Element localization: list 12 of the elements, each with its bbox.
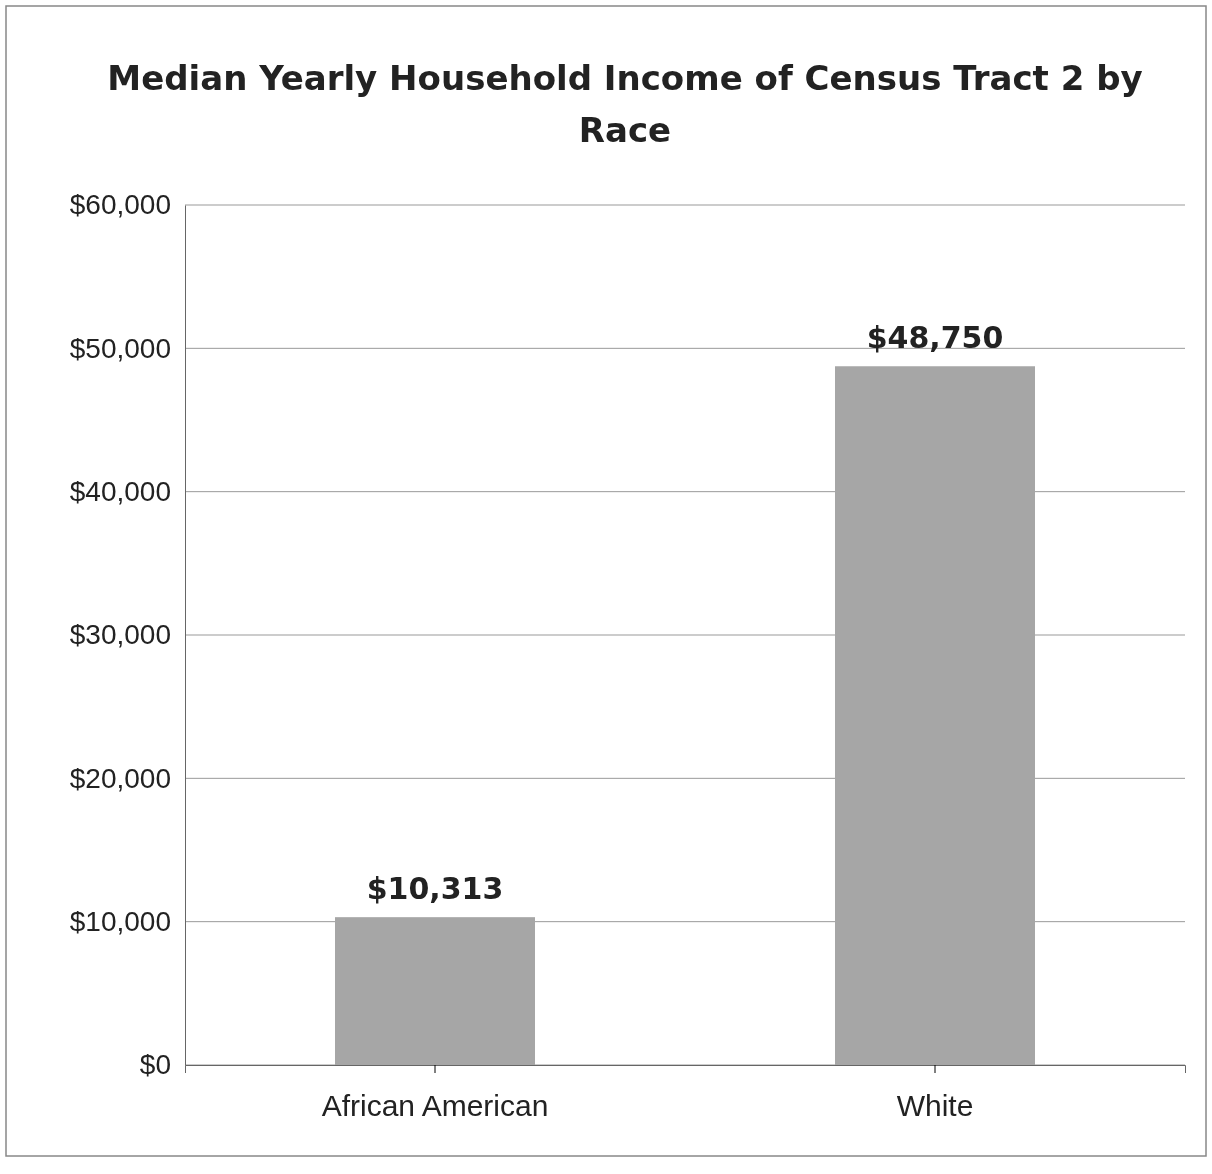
y-tick-label: $10,000 — [69, 906, 171, 938]
y-tick-label: $0 — [139, 1049, 171, 1081]
y-tick-label: $20,000 — [69, 762, 171, 794]
y-tick-label: $30,000 — [69, 619, 171, 651]
y-tick-label: $40,000 — [69, 476, 171, 508]
chart-title: Median Yearly Household Income of Census Tract 2 by Race — [107, 58, 1143, 150]
data-label: $10,313 — [366, 871, 504, 907]
y-tick-label: $60,000 — [69, 189, 171, 221]
data-label: $48,750 — [866, 320, 1004, 356]
x-tick-label: White — [896, 1089, 974, 1123]
x-tick-label: African American — [321, 1089, 549, 1123]
y-tick-label: $50,000 — [69, 332, 171, 364]
